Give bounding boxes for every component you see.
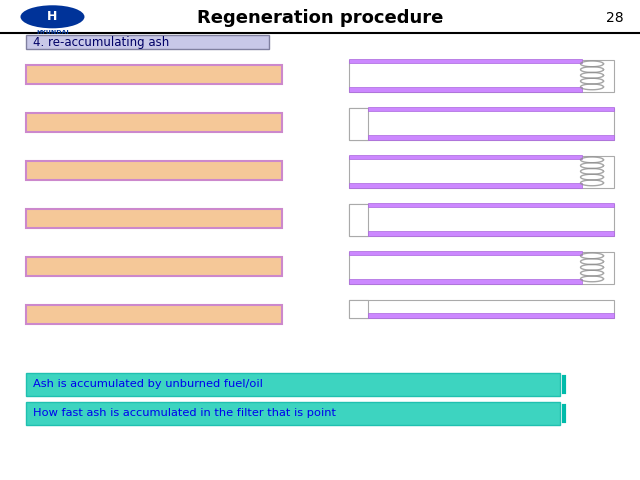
FancyBboxPatch shape <box>368 231 614 236</box>
FancyBboxPatch shape <box>26 161 282 180</box>
FancyBboxPatch shape <box>26 35 269 49</box>
Text: Regeneration procedure: Regeneration procedure <box>197 9 443 27</box>
FancyBboxPatch shape <box>349 59 582 63</box>
FancyBboxPatch shape <box>368 203 614 207</box>
FancyBboxPatch shape <box>0 0 640 31</box>
FancyBboxPatch shape <box>349 155 582 159</box>
FancyBboxPatch shape <box>26 305 282 324</box>
FancyBboxPatch shape <box>26 209 282 228</box>
FancyBboxPatch shape <box>26 65 282 84</box>
FancyBboxPatch shape <box>26 373 560 396</box>
FancyBboxPatch shape <box>349 204 368 236</box>
Text: H: H <box>47 10 58 24</box>
Text: How fast ash is accumulated in the filter that is point: How fast ash is accumulated in the filte… <box>33 408 336 418</box>
Text: Ash is accumulated by unburned fuel/oil: Ash is accumulated by unburned fuel/oil <box>33 380 263 389</box>
FancyBboxPatch shape <box>349 300 368 318</box>
FancyBboxPatch shape <box>349 204 614 236</box>
FancyBboxPatch shape <box>368 135 614 140</box>
FancyBboxPatch shape <box>349 251 582 255</box>
FancyBboxPatch shape <box>349 300 614 318</box>
FancyBboxPatch shape <box>349 108 368 140</box>
FancyBboxPatch shape <box>349 279 582 284</box>
Text: 4. re-accumulating ash: 4. re-accumulating ash <box>33 36 170 49</box>
FancyBboxPatch shape <box>349 156 614 188</box>
FancyBboxPatch shape <box>26 402 560 425</box>
Ellipse shape <box>20 5 84 28</box>
FancyBboxPatch shape <box>26 257 282 276</box>
FancyBboxPatch shape <box>368 107 614 111</box>
FancyBboxPatch shape <box>349 60 614 92</box>
FancyBboxPatch shape <box>349 108 614 140</box>
FancyBboxPatch shape <box>368 313 614 318</box>
FancyBboxPatch shape <box>349 183 582 188</box>
FancyBboxPatch shape <box>349 87 582 92</box>
FancyBboxPatch shape <box>349 252 614 284</box>
Text: 28: 28 <box>606 11 624 25</box>
Text: HYUNDAI: HYUNDAI <box>36 30 69 35</box>
FancyBboxPatch shape <box>26 113 282 132</box>
